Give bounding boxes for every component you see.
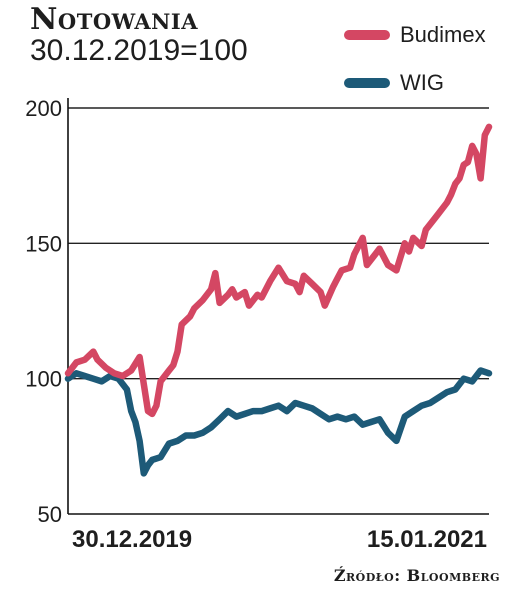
y-tick-label-150: 150 (25, 231, 62, 256)
chart-title: Notowania (30, 2, 198, 37)
legend-label-wig: WIG (400, 70, 444, 95)
legend-swatch-budimex (344, 30, 390, 40)
x-tick-label-1: 15.01.2021 (367, 526, 487, 553)
chart-subtitle: 30.12.2019=100 (30, 34, 248, 67)
series-line-budimex (64, 123, 493, 418)
legend-item-wig: WIG (344, 70, 444, 96)
y-tick-label-200: 200 (25, 96, 62, 121)
y-tick-label-100: 100 (25, 367, 62, 392)
x-tick-label-0: 30.12.2019 (72, 526, 192, 553)
y-tick-label-50: 50 (38, 502, 62, 527)
source-note: Źródło: Bloomberg (333, 566, 500, 585)
series-line-wig (64, 367, 493, 477)
legend-item-budimex: Budimex (344, 22, 486, 48)
legend-label-budimex: Budimex (400, 22, 486, 47)
legend-swatch-wig (344, 78, 390, 88)
